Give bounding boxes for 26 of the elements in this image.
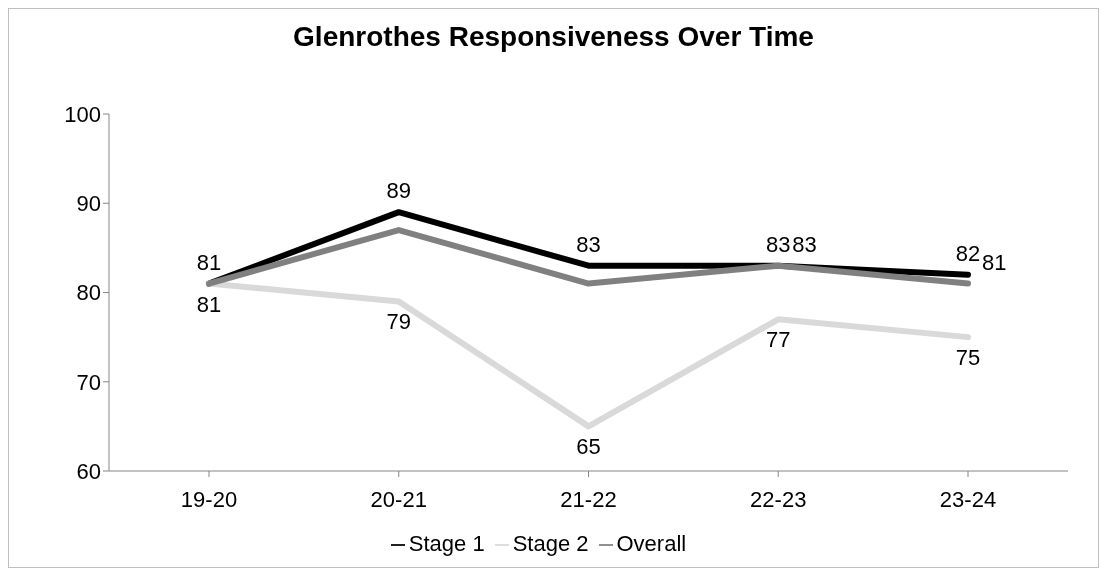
- x-tick-label: 23-24: [939, 486, 997, 512]
- data-label: 83: [792, 231, 817, 257]
- data-label: 83: [766, 231, 791, 257]
- legend-label: Stage 1: [408, 531, 485, 556]
- data-label: 81: [196, 249, 222, 275]
- y-tick-label: 90: [76, 191, 101, 217]
- data-label: 81: [982, 249, 1007, 275]
- x-tick-label: 21-22: [560, 486, 617, 512]
- data-label: 65: [576, 434, 601, 460]
- chart-title: Glenrothes Responsiveness Over Time: [292, 21, 815, 53]
- data-label: 75: [955, 345, 981, 371]
- y-tick-label: 100: [64, 101, 101, 127]
- legend-label: Overall: [616, 531, 687, 556]
- data-label: 89: [386, 178, 411, 204]
- y-tick-label: 60: [76, 458, 101, 484]
- x-tick-label: 20-21: [370, 486, 427, 512]
- data-label: 79: [386, 309, 411, 335]
- data-label: 83: [576, 231, 601, 257]
- x-tick-label: 19-20: [180, 486, 238, 512]
- y-tick-label: 70: [76, 369, 101, 395]
- legend-label: Stage 2: [512, 531, 589, 556]
- data-label: 77: [766, 327, 791, 353]
- x-tick-label: 22-23: [750, 486, 807, 512]
- data-label: 82: [955, 240, 981, 266]
- data-label: 81: [196, 291, 222, 317]
- y-tick-label: 80: [76, 280, 101, 306]
